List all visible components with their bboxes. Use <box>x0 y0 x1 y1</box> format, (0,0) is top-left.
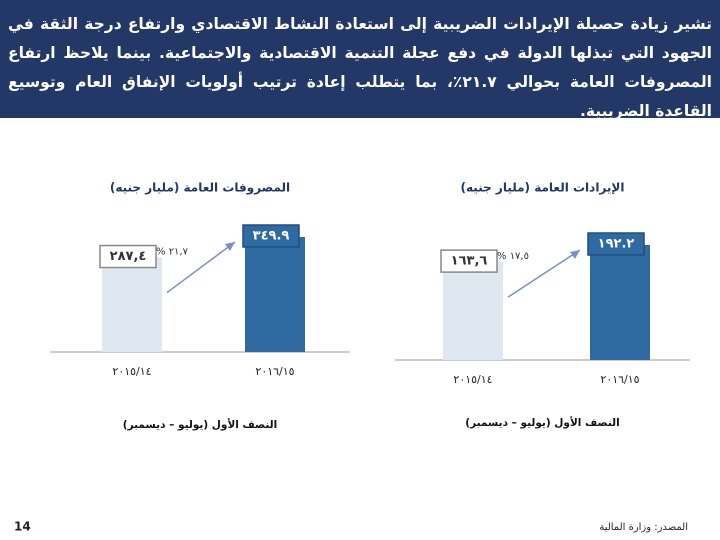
bar <box>590 245 650 360</box>
source: المصدر: وزارة المالية <box>599 522 688 533</box>
growth-arrow <box>166 241 236 294</box>
growth-label: ١٧,٥ % <box>497 251 529 262</box>
value-label-box <box>242 224 300 248</box>
x-tick-label: ٢٠١٦/١٥ <box>255 365 294 378</box>
growth-arrow <box>507 249 581 298</box>
value-label: ٢٨٧,٤ <box>110 249 147 264</box>
bar <box>245 237 305 352</box>
chart-title: المصروفات العامة (مليار جنيه) <box>110 181 290 196</box>
bar <box>443 262 503 360</box>
x-tick-label: ٢٠١٥/١٤ <box>453 373 492 386</box>
arrow-head <box>225 242 235 251</box>
chart-subtitle: النصف الأول (يوليو – ديسمبر) <box>465 416 619 429</box>
value-label-box <box>440 249 498 273</box>
value-label-box <box>99 244 157 269</box>
value-label-box <box>587 232 645 256</box>
value-label: ٣٤٩.٩ <box>253 229 290 244</box>
growth-label: ٢١,٧ % <box>156 247 189 258</box>
bar <box>102 257 162 352</box>
value-label: ١٩٢.٢ <box>598 237 635 252</box>
header-text: تشير زيادة حصيلة الإيرادات الضريبية إلى … <box>0 0 720 120</box>
value-label: ١٦٣,٦ <box>451 254 488 269</box>
x-tick-label: ٢٠١٥/١٤ <box>112 365 151 378</box>
chart-subtitle: النصف الأول (يوليو – ديسمبر) <box>123 418 277 431</box>
x-tick-label: ٢٠١٦/١٥ <box>600 373 639 386</box>
chart-title: الإيرادات العامة (مليار جنيه) <box>461 181 625 195</box>
page-number: 14 <box>14 520 31 534</box>
arrow-head <box>570 250 580 259</box>
